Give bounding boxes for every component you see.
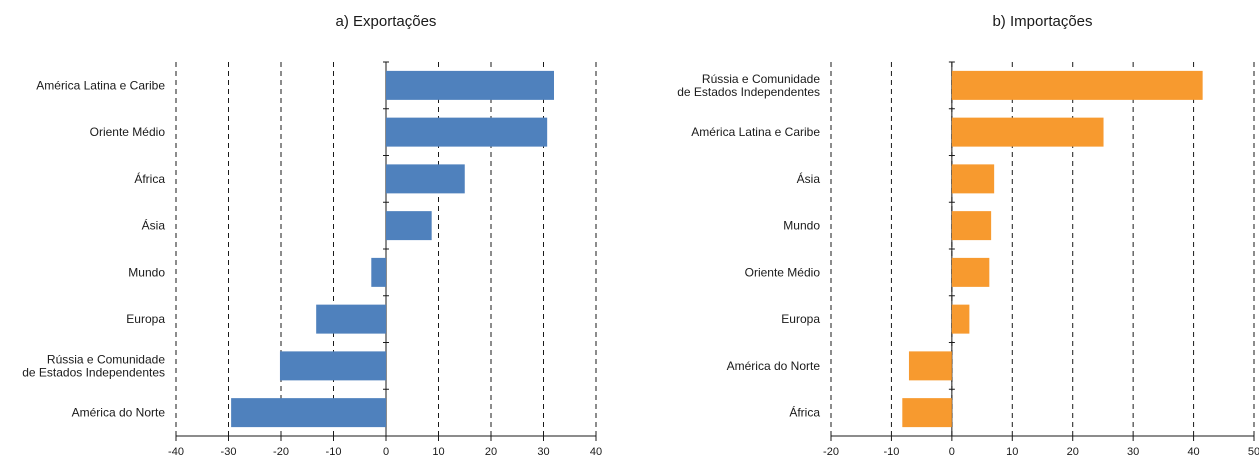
undefined-category-label: Europa xyxy=(126,312,165,326)
undefined-bar xyxy=(386,211,432,241)
undefined-chart-title: a) Exportações xyxy=(336,13,437,30)
undefined-category-label: Ásia xyxy=(797,171,821,186)
undefined-bar xyxy=(386,164,465,194)
undefined-x-tick-label: 40 xyxy=(590,446,602,458)
undefined-bar xyxy=(951,211,992,241)
undefined-x-tick-label: -10 xyxy=(326,446,342,458)
undefined-category-label: América Latina e Caribe xyxy=(691,125,820,139)
undefined-bar xyxy=(386,117,548,147)
undefined-category-label: África xyxy=(789,405,820,420)
undefined-bar xyxy=(951,257,990,287)
undefined-chart-title: b) Importações xyxy=(992,13,1092,30)
undefined-bar xyxy=(951,304,970,334)
undefined-x-tick-label: 40 xyxy=(1187,446,1199,458)
undefined-bar xyxy=(908,351,952,381)
undefined-category-label: América do Norte xyxy=(727,359,821,373)
undefined-x-tick-label: 30 xyxy=(537,446,549,458)
undefined-x-tick-label: 10 xyxy=(1006,446,1018,458)
undefined-category-label: Mundo xyxy=(128,265,165,279)
undefined-category-label: América Latina e Caribe xyxy=(36,78,165,92)
undefined-category-label: Ásia xyxy=(142,218,166,233)
undefined-x-tick-label: 20 xyxy=(1067,446,1079,458)
undefined-category-label: Mundo xyxy=(783,219,820,233)
undefined-x-tick-label: -20 xyxy=(823,446,839,458)
undefined-category-label: África xyxy=(134,171,165,186)
undefined-bar xyxy=(951,70,1203,100)
undefined-bar xyxy=(371,257,386,287)
undefined-bar xyxy=(316,304,386,334)
undefined-category-label: Oriente Médio xyxy=(90,125,166,139)
undefined-x-tick-label: 20 xyxy=(485,446,497,458)
undefined-category-label: Europa xyxy=(781,312,820,326)
undefined-x-tick-label: 0 xyxy=(949,446,955,458)
undefined-x-tick-label: 50 xyxy=(1248,446,1259,458)
undefined-bar xyxy=(902,398,952,428)
undefined-x-tick-label: -40 xyxy=(168,446,184,458)
undefined-category-label: Rússia e Comunidade de Estados Independen… xyxy=(677,72,820,99)
undefined-bar xyxy=(951,164,995,194)
undefined-bar xyxy=(231,398,386,428)
undefined-x-tick-label: 30 xyxy=(1127,446,1139,458)
undefined-category-label: América do Norte xyxy=(72,406,166,420)
undefined-bar xyxy=(279,351,386,381)
undefined-bar xyxy=(951,117,1104,147)
undefined-category-label: Oriente Médio xyxy=(745,265,821,279)
undefined-x-tick-label: -30 xyxy=(221,446,237,458)
undefined-category-label: Rússia e Comunidade de Estados Independen… xyxy=(22,352,165,379)
undefined-x-tick-label: 10 xyxy=(432,446,444,458)
undefined-x-tick-label: 0 xyxy=(383,446,389,458)
undefined-x-tick-label: -20 xyxy=(273,446,289,458)
undefined-bar xyxy=(386,70,554,100)
undefined-x-tick-label: -10 xyxy=(883,446,899,458)
